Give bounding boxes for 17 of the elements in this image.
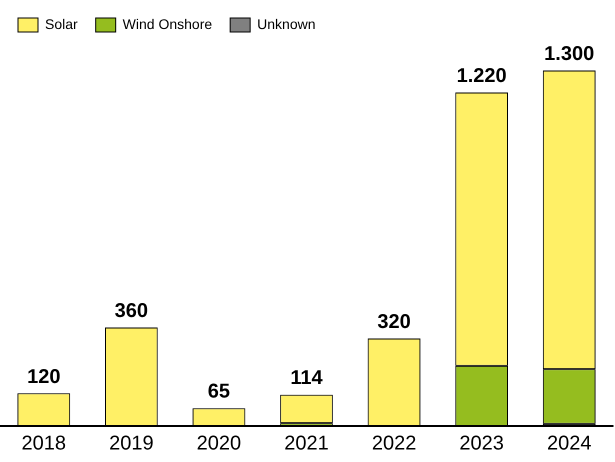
annotation: 360: [114, 300, 148, 322]
legend-label: Solar: [45, 16, 78, 32]
x-tick-label: 2018: [22, 432, 66, 455]
annotation: 65: [208, 380, 230, 403]
annotation: 1.300: [544, 42, 594, 65]
x-tick-label: 2019: [109, 432, 154, 455]
x-tick-label: 2021: [284, 432, 329, 455]
legend-label: Wind Onshore: [122, 16, 212, 32]
x-tick-label: 2023: [459, 432, 504, 455]
x-tick-label: 2020: [196, 432, 242, 455]
annotation: 320: [377, 311, 411, 334]
x-tick-label: 2022: [372, 432, 416, 455]
annotation: 120: [27, 366, 60, 388]
x-tick-label: 2024: [546, 432, 592, 455]
annotation: 114: [290, 367, 324, 390]
legend-label: Unknown: [257, 16, 316, 32]
annotation: 1.220: [456, 65, 507, 88]
